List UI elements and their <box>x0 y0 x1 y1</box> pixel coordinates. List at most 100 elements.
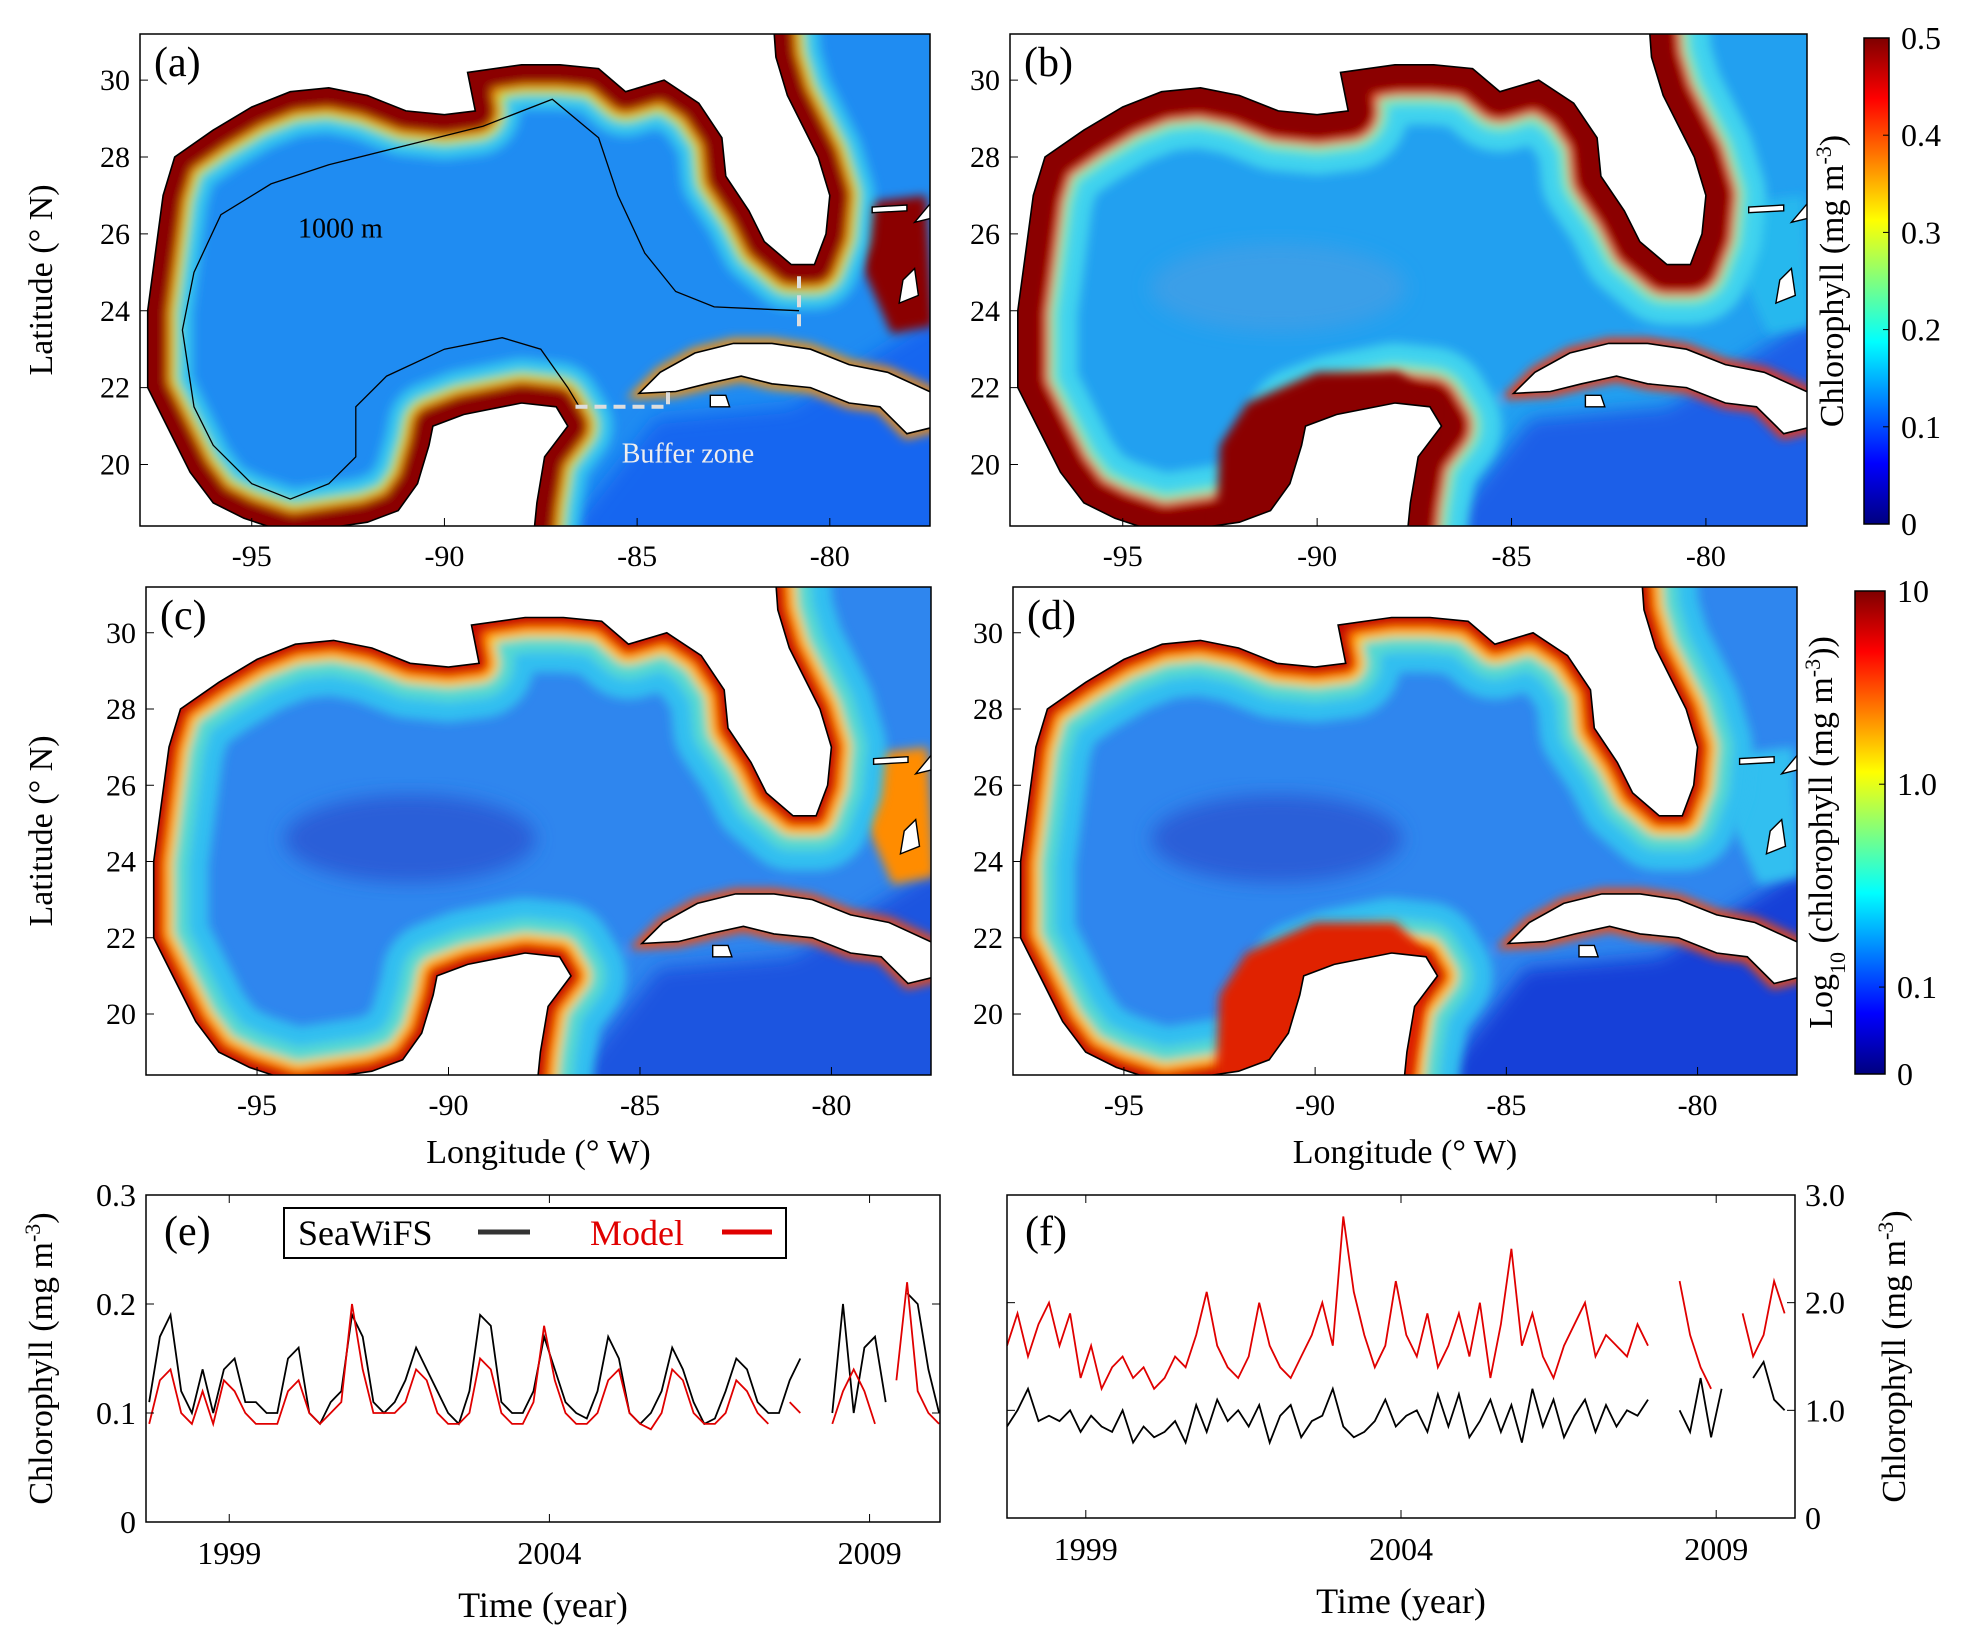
land-island <box>709 394 731 408</box>
y-tick-label: 30 <box>106 617 136 650</box>
x-tick-label: -95 <box>232 540 272 573</box>
y-tick-label: 26 <box>970 218 1000 251</box>
land-cuba <box>636 342 930 435</box>
map-panel-d: (d) 30 28 26 24 22 20 -95 -90 -85 -80 Longitude (° … <box>973 586 1798 1171</box>
y-tick-label: 24 <box>970 295 1000 328</box>
x-axis-label: Time (year) <box>1316 1581 1486 1621</box>
plot-area <box>148 1282 940 1431</box>
x-tick-label: -80 <box>811 1089 851 1122</box>
land-island <box>1738 755 1775 766</box>
contour-label: 1000 m <box>298 214 383 245</box>
deep-gulf-water <box>284 794 536 883</box>
legend: SeaWiFS Model <box>283 1207 787 1259</box>
x-tick-label: -95 <box>1103 540 1143 573</box>
colorbar-tick-label: 0.4 <box>1901 117 1941 153</box>
colorbar-tick-label: 0.1 <box>1901 409 1941 445</box>
x-tick-label: 2004 <box>517 1535 581 1571</box>
x-tick-label: -85 <box>1486 1089 1526 1122</box>
x-tick-label: -85 <box>1492 540 1532 573</box>
x-tick-label: 1999 <box>197 1535 261 1571</box>
y-tick-label: 30 <box>100 64 130 97</box>
timeseries-panel-f: (f) 1999 2004 2009 0 1.0 2.0 3.0 Time (year) Chlo… <box>1006 1177 1913 1621</box>
panel-label: (f) <box>1025 1209 1067 1255</box>
x-axis-label: Time (year) <box>458 1585 628 1625</box>
land-mainland <box>140 34 831 526</box>
colorbar-tick-label: 0 <box>1901 506 1917 542</box>
colorbar-gradient <box>1863 37 1890 525</box>
x-tick-label: -95 <box>237 1089 277 1122</box>
buffer-zone-label: Buffer zone <box>622 439 754 470</box>
x-tick-label: -95 <box>1104 1089 1144 1122</box>
legend-label-seawifs: SeaWiFS <box>298 1213 433 1253</box>
series-line-model <box>148 1303 769 1431</box>
bahamas-bank <box>860 195 930 334</box>
y-axis-label: Latitude (° N) <box>23 184 60 375</box>
land-island <box>912 202 930 224</box>
x-tick-label: 2009 <box>838 1535 902 1571</box>
caribbean-water <box>1441 871 1797 1075</box>
series-line-seawifs <box>1752 1359 1786 1411</box>
y-tick-label: 3.0 <box>1805 1177 1845 1213</box>
land-island <box>1789 202 1807 224</box>
y-tick-label: 0 <box>1805 1500 1821 1536</box>
panel-label: (e) <box>164 1209 211 1255</box>
depth-contour-1000m <box>181 98 800 500</box>
deep-gulf-water <box>1151 794 1403 883</box>
land-island <box>872 755 909 766</box>
series-line-model <box>831 1367 876 1425</box>
axes-frame <box>145 1194 941 1523</box>
map-panel-a: 1000 m Buffer zone (a) 30 28 26 24 22 20 -95 -90 -8… <box>23 33 931 573</box>
series-line-seawifs <box>1678 1377 1723 1438</box>
y-tick-label: 20 <box>100 449 130 482</box>
colorbar-tick-label: 1.0 <box>1897 766 1937 802</box>
y-tick-label: 0 <box>120 1504 136 1540</box>
y-tick-label: 20 <box>973 998 1003 1031</box>
series-line-model <box>789 1401 801 1414</box>
y-tick-label: 0.2 <box>96 1286 136 1322</box>
x-tick-label: -80 <box>810 540 850 573</box>
y-tick-label: 1.0 <box>1805 1392 1845 1428</box>
x-tick-label: -80 <box>1678 1089 1718 1122</box>
land-island <box>871 204 908 214</box>
land-island <box>1779 754 1797 775</box>
map-body <box>140 34 930 526</box>
colorbar-2: 10 1.0 0.1 0 Log10 (chlorophyll (mg m-3)) <box>1800 573 1938 1092</box>
y-tick-label: 26 <box>973 769 1003 802</box>
map-body <box>146 587 931 1075</box>
y-tick-label: 30 <box>973 617 1003 650</box>
y-tick-label: 0.1 <box>96 1395 136 1431</box>
land-island <box>898 267 920 305</box>
x-tick-label: -90 <box>1295 1089 1335 1122</box>
map-panel-b: (b) 30 28 26 24 22 20 -95 -90 -85 -80 <box>970 33 1808 573</box>
x-axis-label: Longitude (° W) <box>426 1134 650 1171</box>
y-tick-label: 0.3 <box>96 1177 136 1213</box>
y-tick-label: 24 <box>106 846 136 879</box>
map-body <box>1010 34 1807 526</box>
axes-frame <box>1012 586 1798 1076</box>
y-tick-label: 28 <box>973 693 1003 726</box>
map-panel-c: (c) 30 28 26 24 22 20 -95 -90 -85 -80 Latitude (° N… <box>23 586 932 1171</box>
x-tick-label: -85 <box>617 540 657 573</box>
land-island <box>712 944 733 958</box>
colorbar-tick-label: 0.2 <box>1901 312 1941 348</box>
colorbar-label: Chlorophyll (mg m-3) <box>1811 135 1852 427</box>
y-tick-label: 20 <box>970 449 1000 482</box>
deep-gulf-water <box>1150 243 1406 332</box>
x-tick-label: -80 <box>1686 540 1726 573</box>
y-tick-label: 20 <box>106 998 136 1031</box>
map-body <box>1013 587 1797 1075</box>
land-cuba <box>639 893 931 985</box>
series-line-model <box>1741 1277 1786 1360</box>
land-island <box>913 754 931 775</box>
land-mainland <box>146 587 833 1075</box>
y-tick-label: 28 <box>106 693 136 726</box>
colorbar-tick-label: 0.1 <box>1897 969 1937 1005</box>
series-line-seawifs <box>148 1311 802 1426</box>
land-island <box>1775 267 1797 305</box>
colorbar-tick-label: 0 <box>1897 1056 1913 1092</box>
colorbar-tick-label: 0.3 <box>1901 214 1941 250</box>
y-axis-label: Chlorophyll (mg m-3) <box>20 1212 61 1504</box>
land-island <box>899 818 921 856</box>
y-tick-label: 22 <box>106 922 136 955</box>
